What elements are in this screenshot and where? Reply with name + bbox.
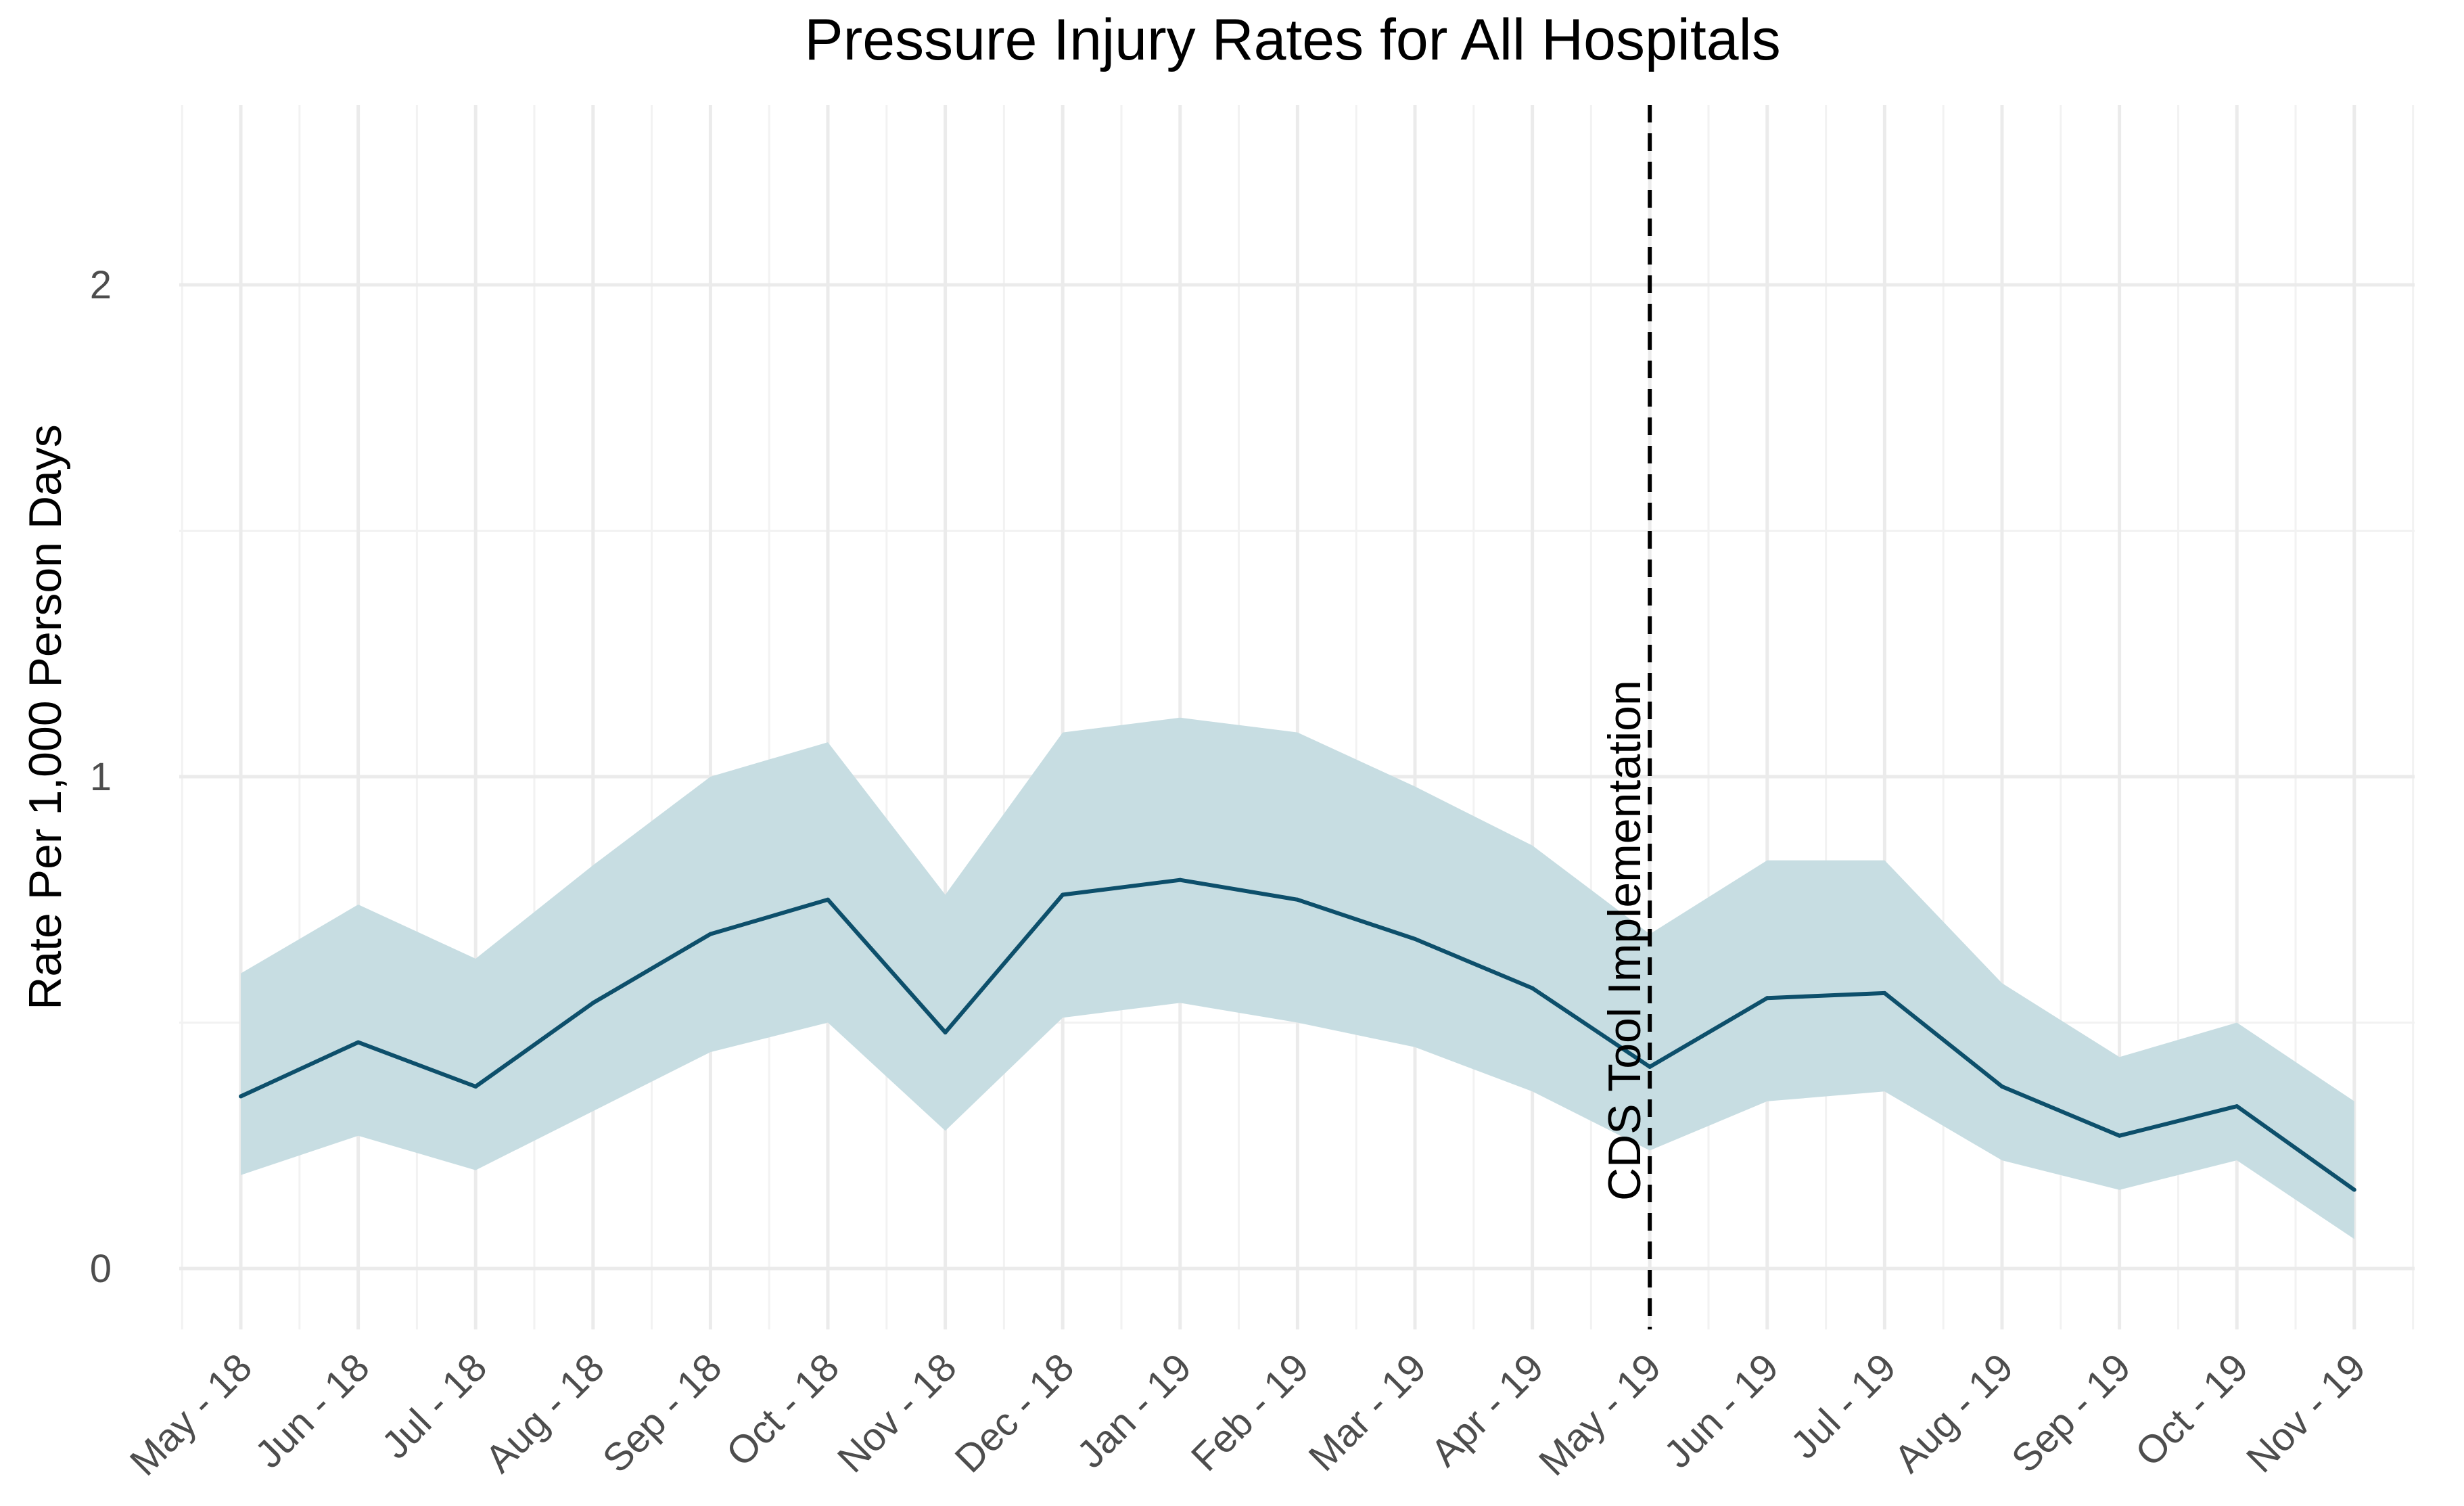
x-tick-label: Sep - 18 <box>595 1345 730 1481</box>
x-tick-label: May - 18 <box>122 1345 261 1484</box>
x-tick-label: Nov - 19 <box>2238 1345 2374 1481</box>
x-tick-label: Jun - 18 <box>247 1345 378 1476</box>
rate-point <box>1530 986 1535 990</box>
rate-point <box>826 897 830 902</box>
x-tick-label: Nov - 18 <box>829 1345 965 1481</box>
rate-point <box>1178 877 1182 882</box>
rate-point <box>473 1085 478 1089</box>
confidence-band <box>241 717 2354 1239</box>
rate-point <box>356 1040 361 1045</box>
rate-point <box>2235 1104 2239 1109</box>
x-tick-label: Jun - 19 <box>1656 1345 1787 1476</box>
y-tick-label: 1 <box>90 755 112 799</box>
rate-point <box>1295 897 1300 902</box>
rate-point <box>1413 936 1417 941</box>
annotation-layer: CDS Tool Implementation <box>1599 105 1652 1329</box>
rate-point <box>1061 892 1065 897</box>
x-tick-label: May - 19 <box>1531 1345 1670 1484</box>
rate-point <box>239 1094 243 1099</box>
x-tick-label: Mar - 19 <box>1301 1345 1435 1480</box>
rate-point <box>2117 1133 2122 1138</box>
rate-point <box>1882 990 1887 995</box>
rate-point <box>2000 1085 2004 1089</box>
x-tick-label: Aug - 18 <box>477 1345 613 1481</box>
rate-point <box>708 932 713 936</box>
rate-line-layer <box>239 877 2356 1192</box>
rate-point <box>2352 1187 2356 1192</box>
y-axis-ticks: 0 1 2 <box>90 263 112 1291</box>
y-axis-label: Rate Per 1,000 Person Days <box>20 424 71 1010</box>
y-tick-label: 2 <box>90 263 112 307</box>
rate-point <box>1765 996 1769 1001</box>
x-tick-label: Aug - 19 <box>1886 1345 2022 1481</box>
y-tick-label: 0 <box>90 1247 112 1291</box>
confidence-band-layer <box>241 717 2354 1239</box>
chart-title: Pressure Injury Rates for All Hospitals <box>804 7 1780 72</box>
x-tick-label: Sep - 19 <box>2003 1345 2139 1481</box>
x-tick-label: Oct - 18 <box>718 1345 847 1475</box>
rate-point <box>590 1001 595 1005</box>
rate-point <box>943 1030 948 1035</box>
x-tick-label: Dec - 18 <box>946 1345 1082 1481</box>
x-tick-label: Feb - 19 <box>1183 1345 1318 1480</box>
x-tick-label: Oct - 19 <box>2127 1345 2257 1475</box>
x-tick-label: Jan - 19 <box>1069 1345 1200 1476</box>
rate-point <box>1648 1064 1652 1069</box>
annotation-label: CDS Tool Implementation <box>1599 680 1650 1201</box>
